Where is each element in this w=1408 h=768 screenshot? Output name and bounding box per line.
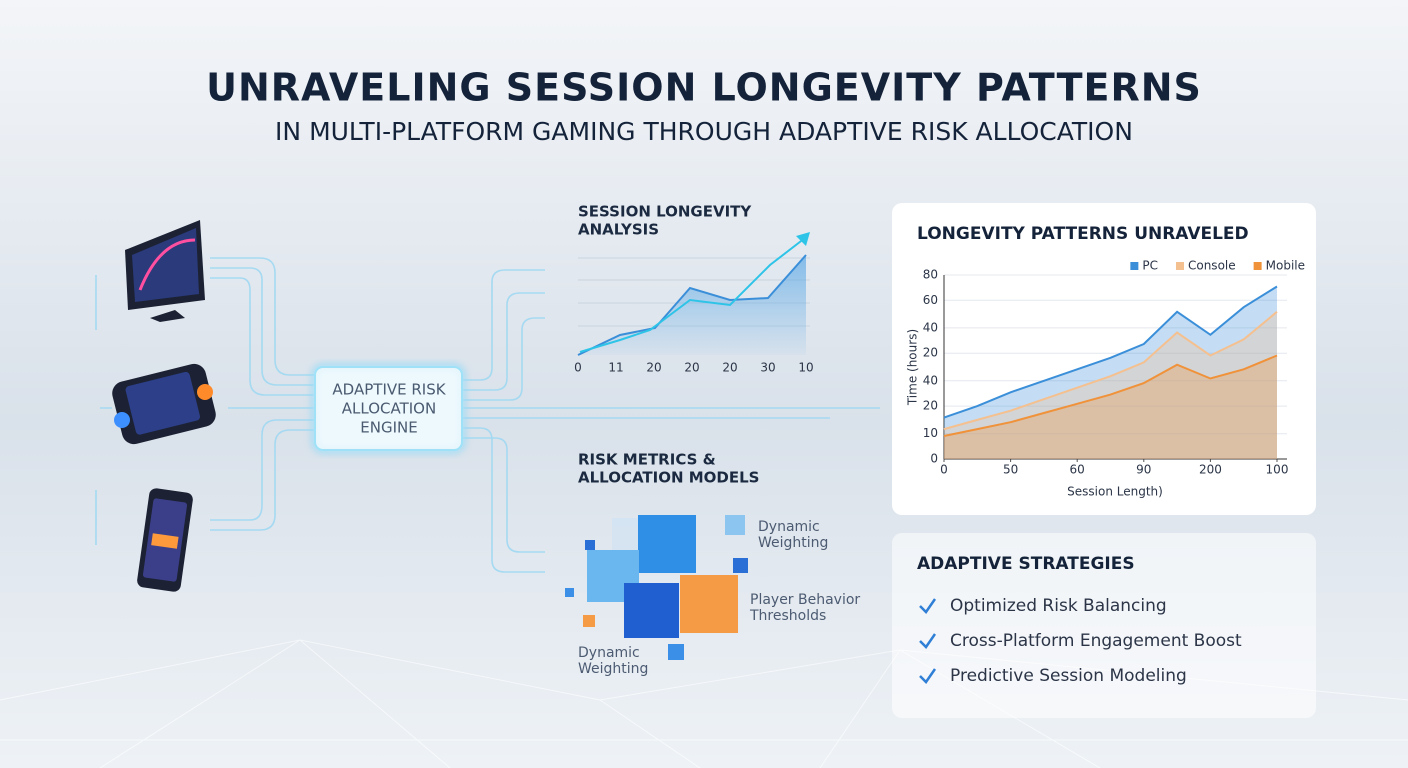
mini-x-label: 20 (722, 361, 737, 375)
series-line (943, 285, 1278, 419)
analysis-title: SESSION LONGEVITY (578, 203, 752, 221)
mini-axis-labels: 0 11 20 20 20 30 10 (574, 361, 813, 375)
y-tick-label: 20 (923, 399, 938, 413)
cubes (565, 515, 748, 660)
check-icon (919, 598, 937, 614)
legend-swatch (1130, 262, 1139, 270)
strategies-card (892, 533, 1316, 718)
strategies-list: Optimized Risk Balancing Cross-Platform E… (919, 596, 1242, 686)
y-tick-label: 10 (923, 426, 938, 440)
strategy-item: Cross-Platform Engagement Boost (950, 631, 1242, 651)
area-fill (944, 286, 1277, 459)
floor-mesh (0, 639, 1408, 768)
risk-label: Player Behavior (750, 592, 860, 608)
risk-label: Weighting (578, 661, 648, 677)
series-line (943, 354, 1278, 437)
circuit-lines (95, 257, 880, 573)
mini-x-label: 10 (798, 361, 813, 375)
analysis-title: ANALYSIS (578, 221, 659, 239)
engine-label: ADAPTIVE RISK (332, 381, 446, 399)
area-fill (944, 311, 1277, 459)
check-icon (919, 633, 937, 649)
area-fill (944, 355, 1277, 459)
mini-chart (577, 232, 810, 356)
y-axis-label: Time (hours) (906, 329, 920, 406)
chart-title: LONGEVITY PATTERNS UNRAVELED (917, 224, 1249, 244)
risk-label: Weighting (758, 535, 828, 551)
strategy-item: Predictive Session Modeling (950, 666, 1187, 686)
legend-swatch (1253, 262, 1262, 270)
mini-x-label: 11 (608, 361, 623, 375)
risk-title: RISK METRICS & (578, 451, 716, 469)
handheld-icon (112, 363, 216, 445)
monitor-icon (125, 220, 205, 322)
x-axis-label: Session Length) (1067, 485, 1163, 499)
risk-label: Dynamic (758, 519, 820, 535)
y-tick-label: 20 (923, 346, 938, 360)
x-tick-label: 100 (1266, 463, 1289, 477)
mini-x-label: 20 (684, 361, 699, 375)
subtitle: IN MULTI-PLATFORM GAMING THROUGH ADAPTIV… (275, 117, 1133, 146)
x-tick-label: 90 (1136, 463, 1151, 477)
x-tick-label: 0 (940, 463, 948, 477)
x-tick-label: 60 (1070, 463, 1085, 477)
y-tick-label: 80 (923, 268, 938, 282)
risk-label: Thresholds (749, 608, 826, 624)
legend-swatch (1175, 262, 1184, 270)
mini-x-label: 30 (760, 361, 775, 375)
y-tick-label: 40 (923, 320, 938, 334)
risk-label: Dynamic (578, 645, 640, 661)
engine-label: ENGINE (360, 419, 417, 437)
x-tick-label: 50 (1003, 463, 1018, 477)
phone-icon (137, 488, 193, 592)
legend: PC Console Mobile (1130, 259, 1305, 273)
mini-x-label: 20 (646, 361, 661, 375)
legend-label: PC (1142, 259, 1158, 273)
risk-title: ALLOCATION MODELS (578, 469, 759, 487)
x-tick-label: 200 (1199, 463, 1222, 477)
strategy-item: Optimized Risk Balancing (950, 596, 1167, 616)
title: UNRAVELING SESSION LONGEVITY PATTERNS (206, 66, 1202, 110)
engine-label: ALLOCATION (342, 400, 436, 418)
chart: 0 10 20 40 20 40 60 80 0 50 60 90 200 100 PC Console Mob… (923, 259, 1305, 477)
mini-x-label: 0 (574, 361, 582, 375)
series-line (943, 311, 1278, 431)
y-tick-label: 40 (923, 373, 938, 387)
strategies-title: ADAPTIVE STRATEGIES (917, 554, 1135, 574)
y-tick-label: 60 (923, 293, 938, 307)
check-icon (919, 668, 937, 684)
y-tick-label: 0 (930, 452, 938, 466)
engine-box: ADAPTIVE RISK ALLOCATION ENGINE (312, 364, 465, 453)
legend-label: Mobile (1266, 259, 1305, 273)
legend-label: Console (1188, 259, 1236, 273)
